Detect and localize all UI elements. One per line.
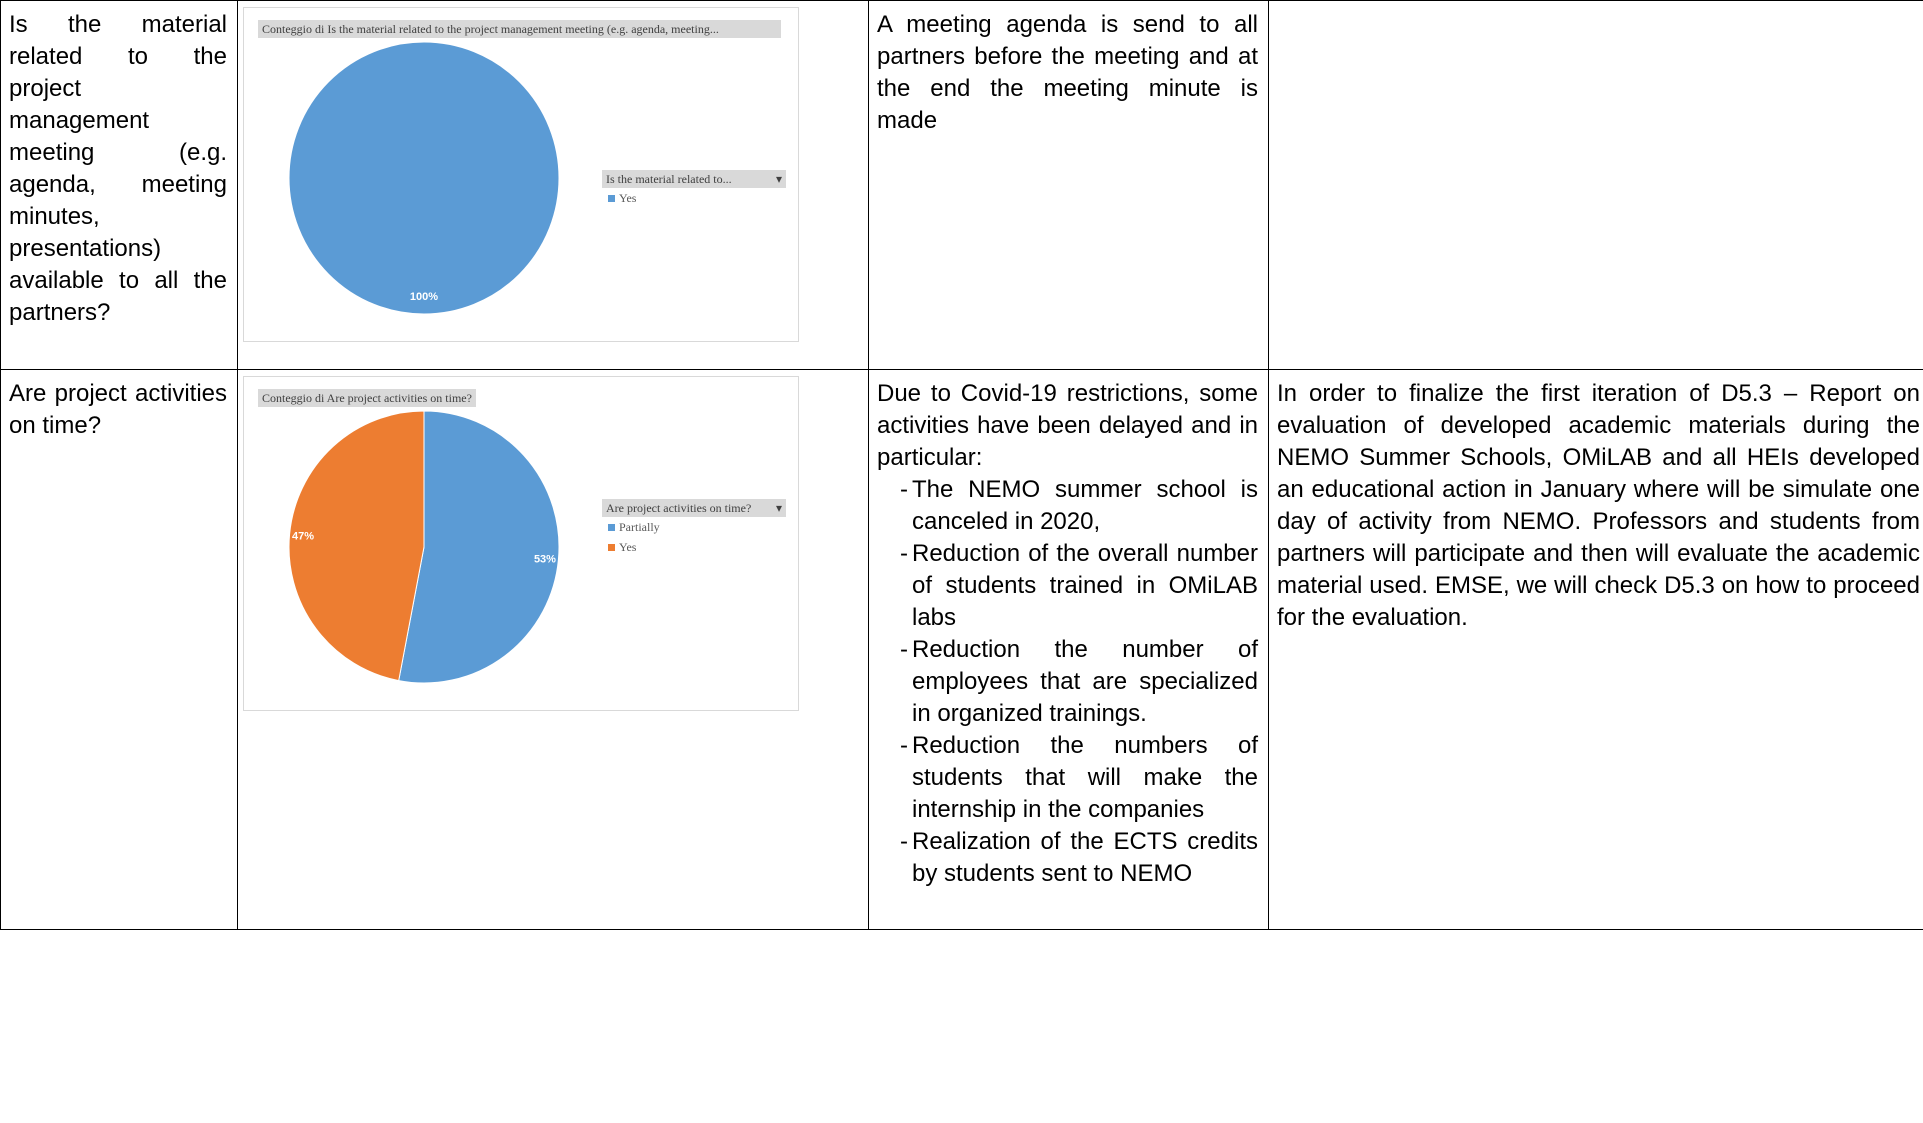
bullet-marker: -	[900, 636, 908, 663]
legend-label: Yes	[619, 191, 637, 205]
evaluation-table: Is the material related to the project m…	[0, 0, 1923, 930]
pie-data-label: 47%	[292, 530, 314, 542]
question-cell: Are project activities on time?	[0, 369, 238, 930]
chevron-down-icon: ▾	[775, 501, 782, 515]
table-row: Is the material related to the project m…	[0, 0, 1923, 370]
pie-slice-yes[interactable]	[288, 410, 425, 682]
table-row: Are project activities on time? 53% 47% C…	[0, 369, 1923, 930]
chart-legend: Is the material related to... ▾ Yes	[602, 170, 786, 208]
list-item-text: Reduction of the overall number of stude…	[912, 540, 1258, 631]
pie-slice-partially[interactable]	[398, 410, 560, 684]
pie-slice-yes[interactable]	[288, 41, 560, 315]
list-item: - Reduction the numbers of students that …	[900, 730, 1258, 826]
comment-cell: Due to Covid-19 restrictions, some activ…	[868, 369, 1269, 930]
pie-chart[interactable]: 100% Conteggio di Is the material relate…	[243, 7, 799, 342]
list-item-text: Reduction the number of employees that a…	[912, 636, 1258, 727]
question-text: Is the material related to the project m…	[9, 11, 227, 326]
legend-swatch	[608, 543, 615, 551]
action-cell: In order to finalize the first iteration…	[1268, 369, 1923, 930]
legend-swatch	[608, 194, 615, 202]
list-item-text: Reduction the numbers of students that w…	[912, 732, 1258, 823]
legend-item-yes[interactable]: Yes	[608, 537, 786, 557]
legend-items: Yes	[602, 188, 786, 208]
legend-label: Yes	[619, 540, 637, 554]
list-item-text: Realization of the ECTS credits by stude…	[912, 828, 1258, 887]
question-cell: Is the material related to the project m…	[0, 0, 238, 370]
pie-chart[interactable]: 53% 47% Conteggio di Are project activiti…	[243, 376, 799, 711]
pie-svg: 100%	[288, 41, 560, 315]
list-item-text: The NEMO summer school is canceled in 20…	[912, 476, 1258, 535]
action-text: In order to finalize the first iteration…	[1277, 380, 1920, 631]
chevron-down-icon: ▾	[775, 172, 782, 186]
bullet-marker: -	[900, 828, 908, 855]
pie-data-label: 100%	[410, 291, 438, 303]
question-text: Are project activities on time?	[9, 380, 227, 439]
comment-intro: Due to Covid-19 restrictions, some activ…	[877, 380, 1258, 471]
list-item: - Reduction of the overall number of stud…	[900, 538, 1258, 634]
bullet-marker: -	[900, 476, 908, 503]
pie-data-label: 53%	[534, 554, 556, 566]
comment-cell: A meeting agenda is send to all partners…	[868, 0, 1269, 370]
list-item: - Reduction the number of employees that …	[900, 634, 1258, 730]
comment-bullet-list: - The NEMO summer school is canceled in 2…	[877, 474, 1258, 890]
legend-item-partially[interactable]: Partially	[608, 517, 786, 537]
bullet-marker: -	[900, 732, 908, 759]
chart-legend: Are project activities on time? ▾ Partia…	[602, 499, 786, 557]
legend-swatch	[608, 523, 615, 531]
chart-cell: 100% Conteggio di Is the material relate…	[237, 0, 869, 370]
legend-filter-button[interactable]: Is the material related to... ▾	[602, 170, 786, 188]
chart-title: Conteggio di Are project activities on t…	[258, 389, 476, 407]
chart-title: Conteggio di Is the material related to …	[258, 20, 781, 38]
pie-svg: 53% 47%	[288, 410, 560, 684]
bullet-marker: -	[900, 540, 908, 567]
action-cell	[1268, 0, 1923, 370]
legend-item-yes[interactable]: Yes	[608, 188, 786, 208]
legend-title: Is the material related to...	[606, 172, 732, 186]
legend-filter-button[interactable]: Are project activities on time? ▾	[602, 499, 786, 517]
comment-text: A meeting agenda is send to all partners…	[877, 11, 1258, 134]
legend-label: Partially	[619, 520, 660, 534]
legend-title: Are project activities on time?	[606, 501, 752, 515]
list-item: - Realization of the ECTS credits by stud…	[900, 826, 1258, 890]
legend-items: Partially Yes	[602, 517, 786, 557]
chart-cell: 53% 47% Conteggio di Are project activiti…	[237, 369, 869, 930]
list-item: - The NEMO summer school is canceled in 2…	[900, 474, 1258, 538]
